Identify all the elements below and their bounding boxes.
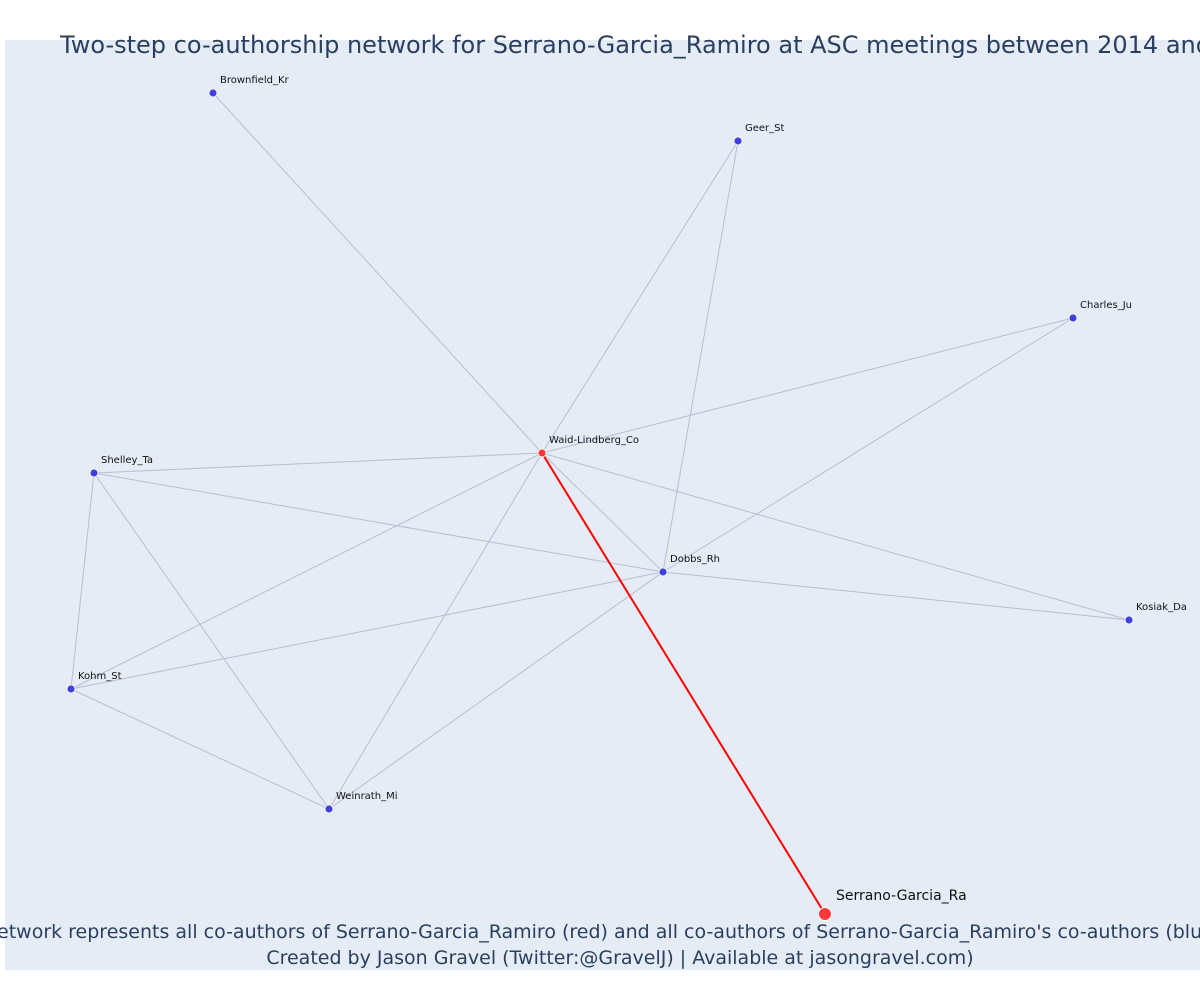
node-waid-lindberg-co[interactable] bbox=[537, 448, 547, 458]
edge-dobbs-rh-shelley-ta bbox=[93, 472, 664, 573]
edge-shelley-ta-kohm-st bbox=[70, 472, 95, 690]
node-kohm-st[interactable] bbox=[66, 684, 76, 694]
node-weinrath-mi[interactable] bbox=[324, 804, 334, 814]
node-dobbs-rh[interactable] bbox=[658, 567, 668, 577]
node-kosiak-da[interactable] bbox=[1124, 615, 1134, 625]
node-label-shelley-ta: Shelley_Ta bbox=[101, 455, 153, 466]
edge-waid-lindberg-co-brownfield-kr bbox=[212, 92, 543, 454]
ego-edge-waid-lindberg-co-serrano-garcia-ra bbox=[541, 452, 826, 915]
edge-dobbs-rh-kohm-st bbox=[70, 571, 664, 690]
caption-line-1: Network represents all co-authors of Ser… bbox=[0, 921, 1200, 943]
node-label-charles-ju: Charles_Ju bbox=[1080, 300, 1132, 311]
node-serrano-garcia-ra[interactable] bbox=[818, 907, 832, 921]
caption-line-2: Created by Jason Gravel (Twitter:@Gravel… bbox=[266, 947, 973, 969]
edge-dobbs-rh-kosiak-da bbox=[662, 571, 1130, 621]
edge-waid-lindberg-co-shelley-ta bbox=[93, 452, 543, 474]
edge-dobbs-rh-charles-ju bbox=[662, 317, 1074, 573]
edge-waid-lindberg-co-kosiak-da bbox=[541, 452, 1130, 621]
edge-waid-lindberg-co-charles-ju bbox=[541, 317, 1074, 454]
node-label-geer-st: Geer_St bbox=[745, 123, 785, 134]
edge-kohm-st-weinrath-mi bbox=[70, 688, 330, 810]
edge-waid-lindberg-co-geer-st bbox=[541, 140, 739, 454]
node-label-kohm-st: Kohm_St bbox=[78, 671, 122, 682]
node-geer-st[interactable] bbox=[733, 136, 743, 146]
node-label-weinrath-mi: Weinrath_Mi bbox=[336, 791, 397, 802]
node-label-dobbs-rh: Dobbs_Rh bbox=[670, 554, 720, 565]
edge-dobbs-rh-geer-st bbox=[662, 140, 739, 573]
edge-waid-lindberg-co-kohm-st bbox=[70, 452, 543, 690]
node-label-kosiak-da: Kosiak_Da bbox=[1136, 602, 1187, 613]
edge-dobbs-rh-weinrath-mi bbox=[328, 571, 664, 810]
edge-waid-lindberg-co-dobbs-rh bbox=[541, 452, 664, 573]
edge-shelley-ta-weinrath-mi bbox=[93, 472, 330, 810]
plot-background bbox=[5, 40, 1200, 970]
node-shelley-ta[interactable] bbox=[89, 468, 99, 478]
nodes-layer bbox=[66, 88, 1134, 921]
node-brownfield-kr[interactable] bbox=[208, 88, 218, 98]
node-label-brownfield-kr: Brownfield_Kr bbox=[220, 75, 290, 86]
node-label-waid-lindberg-co: Waid-Lindberg_Co bbox=[549, 435, 639, 446]
node-label-serrano-garcia-ra: Serrano-Garcia_Ra bbox=[836, 888, 967, 904]
chart-title: Two-step co-authorship network for Serra… bbox=[59, 31, 1200, 59]
node-charles-ju[interactable] bbox=[1068, 313, 1078, 323]
node-labels-layer: Brownfield_Kr Geer_St Charles_Ju Waid-Lindb… bbox=[78, 75, 1187, 904]
ego-edges-layer bbox=[541, 452, 826, 915]
edge-waid-lindberg-co-weinrath-mi bbox=[328, 452, 543, 810]
edges-layer bbox=[70, 92, 1130, 810]
